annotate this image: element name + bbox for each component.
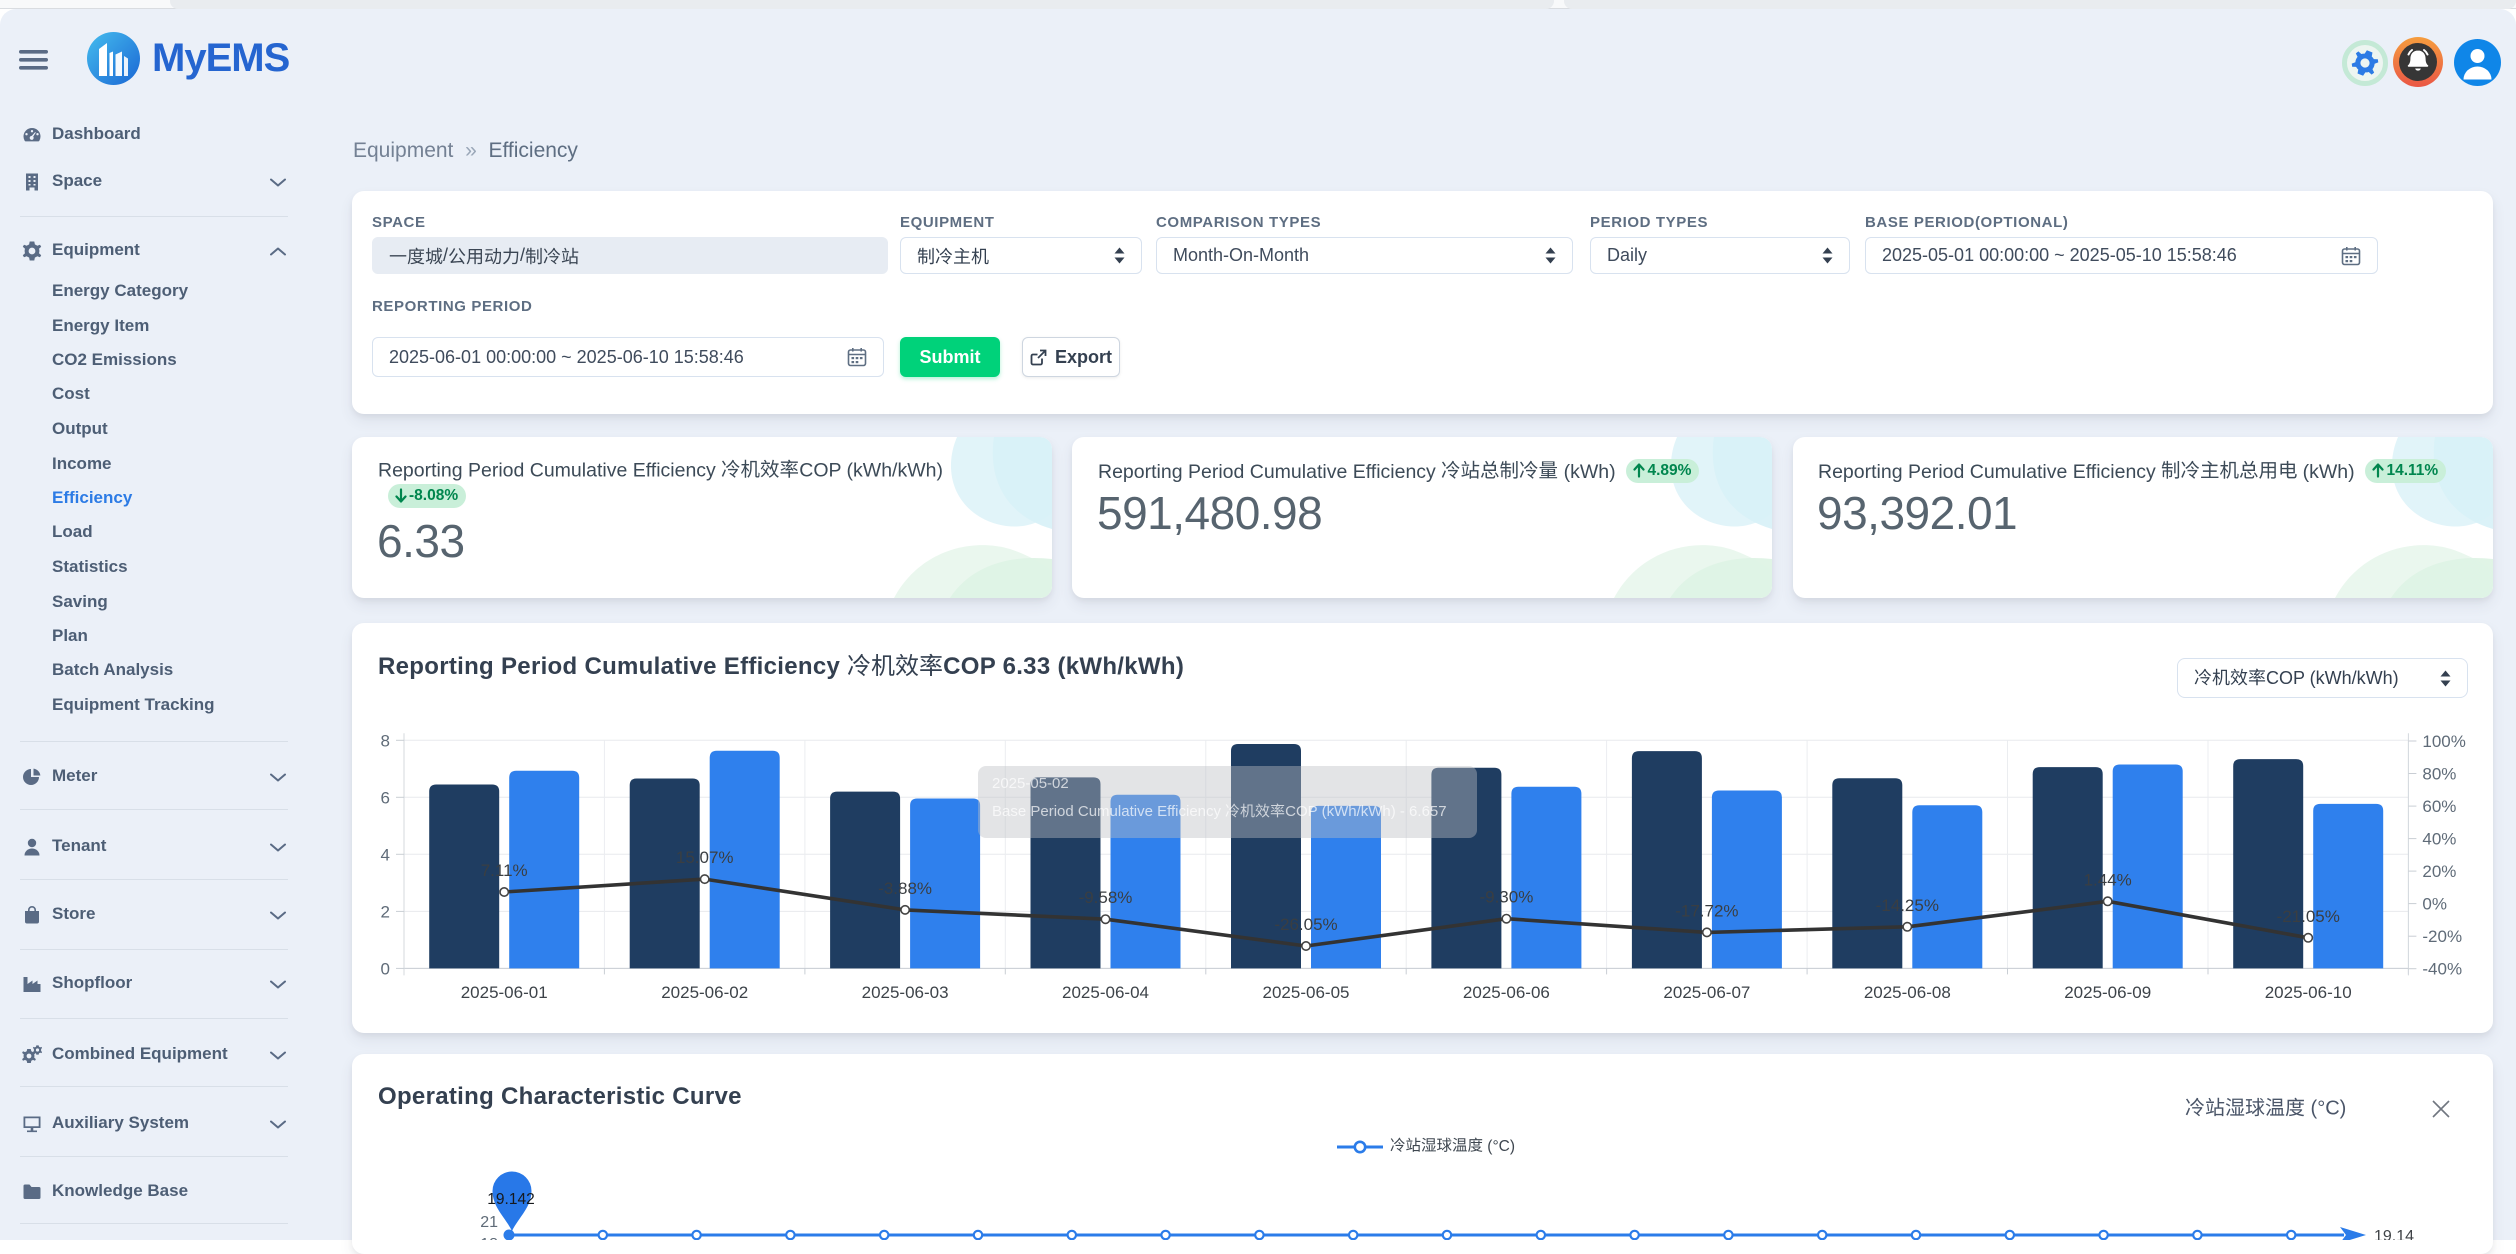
- svg-text:2025-06-03: 2025-06-03: [862, 983, 949, 1002]
- svg-text:2025-06-01: 2025-06-01: [461, 983, 548, 1002]
- svg-text:-14.25%: -14.25%: [1876, 896, 1939, 915]
- svg-text:40%: 40%: [2422, 830, 2456, 849]
- svg-text:2025-06-04: 2025-06-04: [1062, 983, 1149, 1002]
- svg-text:4: 4: [381, 845, 390, 864]
- svg-text:2: 2: [381, 902, 390, 921]
- svg-text:2025-06-02: 2025-06-02: [661, 983, 748, 1002]
- svg-text:18: 18: [480, 1236, 498, 1240]
- svg-text:-21.05%: -21.05%: [2277, 907, 2340, 926]
- svg-text:80%: 80%: [2422, 765, 2456, 784]
- svg-text:19.142: 19.142: [487, 1191, 534, 1208]
- svg-text:-40%: -40%: [2422, 960, 2462, 979]
- svg-text:7.11%: 7.11%: [481, 861, 528, 880]
- svg-text:-9.30%: -9.30%: [1479, 888, 1533, 907]
- svg-text:8: 8: [381, 731, 390, 750]
- svg-text:2025-06-05: 2025-06-05: [1263, 983, 1350, 1002]
- svg-text:15.07%: 15.07%: [676, 848, 734, 867]
- svg-text:2025-06-10: 2025-06-10: [2265, 983, 2352, 1002]
- svg-text:2025-06-09: 2025-06-09: [2064, 983, 2151, 1002]
- svg-text:0%: 0%: [2422, 895, 2447, 914]
- svg-text:6: 6: [381, 788, 390, 807]
- svg-text:-3.88%: -3.88%: [878, 879, 932, 898]
- svg-text:21: 21: [480, 1214, 498, 1231]
- svg-text:-9.58%: -9.58%: [1079, 888, 1133, 907]
- svg-text:-17.72%: -17.72%: [1675, 901, 1738, 920]
- svg-text:1.44%: 1.44%: [2084, 870, 2132, 889]
- svg-text:19.14: 19.14: [2374, 1228, 2414, 1240]
- svg-text:60%: 60%: [2422, 797, 2456, 816]
- svg-text:-20%: -20%: [2422, 927, 2462, 946]
- svg-text:20%: 20%: [2422, 862, 2456, 881]
- svg-text:2025-06-07: 2025-06-07: [1663, 983, 1750, 1002]
- svg-text:100%: 100%: [2422, 732, 2465, 751]
- svg-text:2025-06-06: 2025-06-06: [1463, 983, 1550, 1002]
- svg-text:2025-06-08: 2025-06-08: [1864, 983, 1951, 1002]
- svg-text:0: 0: [381, 959, 390, 978]
- svg-text:-26.05%: -26.05%: [1274, 915, 1337, 934]
